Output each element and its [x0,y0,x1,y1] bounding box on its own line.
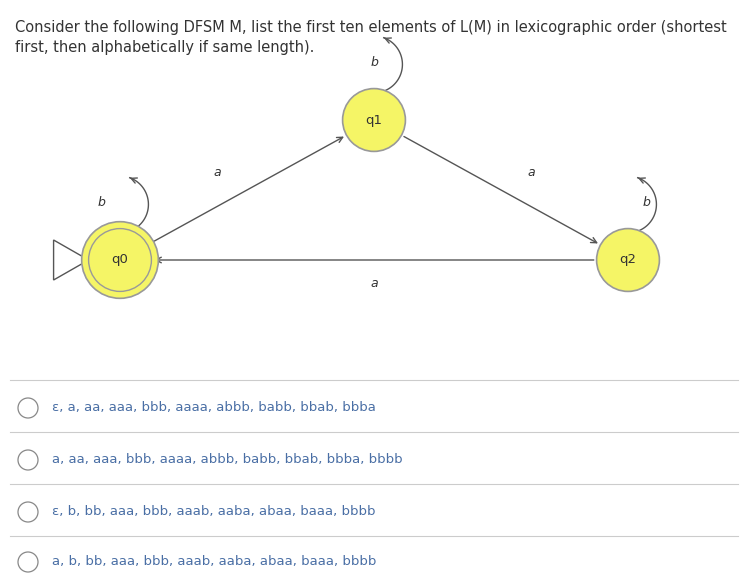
Text: first, then alphabetically if same length).: first, then alphabetically if same lengt… [15,40,314,55]
Text: a: a [213,166,221,179]
Text: q2: q2 [619,253,637,266]
Text: Consider the following DFSM M, list the first ten elements of L(M) in lexicograp: Consider the following DFSM M, list the … [15,20,727,35]
Circle shape [18,552,38,572]
Text: b: b [97,195,105,208]
Text: q1: q1 [366,114,382,126]
Circle shape [88,229,151,291]
Circle shape [597,229,660,291]
Text: ε, b, bb, aaa, bbb, aaab, aaba, abaa, baaa, bbbb: ε, b, bb, aaa, bbb, aaab, aaba, abaa, ba… [52,506,375,519]
Circle shape [18,398,38,418]
Text: ε, a, aa, aaa, bbb, aaaa, abbb, babb, bbab, bbba: ε, a, aa, aaa, bbb, aaaa, abbb, babb, bb… [52,401,376,415]
Text: q0: q0 [111,253,129,266]
Text: b: b [370,56,378,68]
Circle shape [343,89,405,151]
Circle shape [18,450,38,470]
Text: a: a [370,277,378,289]
Text: a: a [527,166,535,179]
Text: a, aa, aaa, bbb, aaaa, abbb, babb, bbab, bbba, bbbb: a, aa, aaa, bbb, aaaa, abbb, babb, bbab,… [52,454,402,466]
Text: a, b, bb, aaa, bbb, aaab, aaba, abaa, baaa, bbbb: a, b, bb, aaa, bbb, aaab, aaba, abaa, ba… [52,556,376,568]
Text: b: b [643,195,651,208]
Circle shape [82,222,159,298]
Circle shape [18,502,38,522]
